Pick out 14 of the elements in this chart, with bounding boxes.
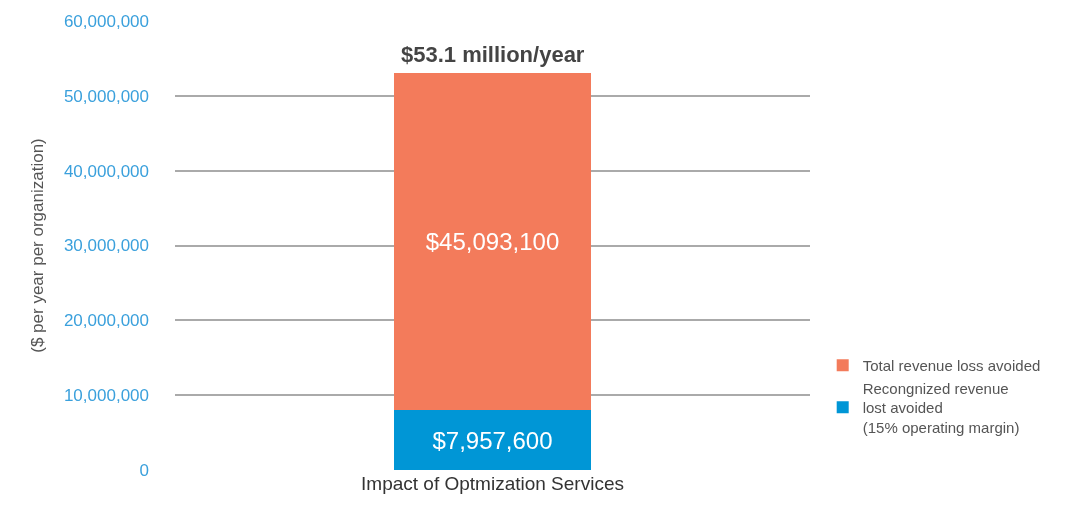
data-label: $45,093,100 xyxy=(425,228,560,256)
x-tick-label: Impact of Optmization Services xyxy=(361,473,624,494)
y-tick-label: 20,000,000 xyxy=(63,311,149,331)
y-tick-label: 0 xyxy=(139,460,149,480)
y-tick-label: 40,000,000 xyxy=(63,161,149,181)
y-tick-label: 60,000,000 xyxy=(63,11,149,31)
data-label: $7,957,600 xyxy=(432,426,553,454)
y-tick-label: 50,000,000 xyxy=(63,86,149,106)
y-tick-label: 30,000,000 xyxy=(63,236,149,256)
y-axis-title: ($ per year per organization) xyxy=(28,138,48,353)
total-label: $53.1 million/year xyxy=(401,42,585,67)
legend-label: Total revenue loss avoided xyxy=(862,357,1041,375)
y-tick-label: 10,000,000 xyxy=(63,386,149,406)
legend-label: Recongnized revenue lost avoided (15% operating margin) xyxy=(862,379,1020,436)
